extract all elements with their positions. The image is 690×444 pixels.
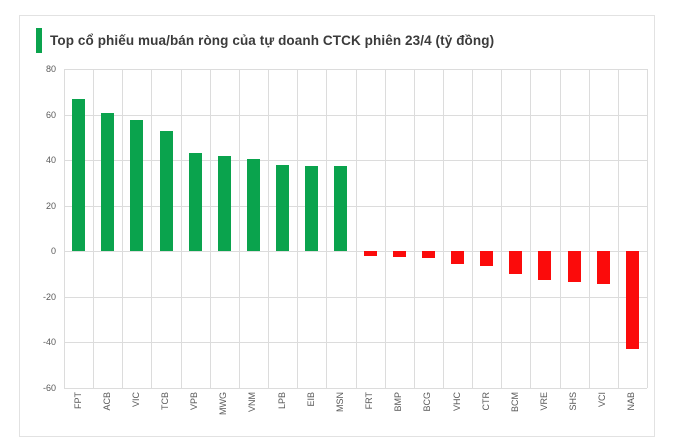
y-tick-label: -20 [42, 291, 56, 302]
gridline-vertical [238, 69, 240, 388]
x-tick-label: BCG [422, 392, 433, 412]
gridline-vertical [588, 69, 590, 388]
x-tick-label: VNM [247, 392, 258, 412]
x-tick-label: VHC [451, 392, 462, 412]
bar-TCB [159, 130, 173, 252]
x-tick-label: BMP [393, 392, 404, 412]
gridline-vertical [617, 69, 619, 388]
bar-VIC [130, 120, 144, 252]
x-tick-label: VPB [189, 392, 200, 411]
gridline-vertical [647, 69, 648, 388]
gridline-vertical [442, 69, 444, 388]
x-tick-label: VCI [597, 392, 608, 408]
bar-MSN [334, 165, 348, 252]
y-tick-label: 80 [45, 64, 56, 74]
chart-title: Top cổ phiếu mua/bán ròng của tự doanh C… [50, 33, 495, 48]
x-tick-label: FPT [72, 392, 83, 409]
x-tick-label: BCM [509, 392, 520, 412]
gridline-vertical [180, 69, 182, 388]
x-tick-label: MSN [334, 392, 345, 412]
x-tick-label: EIB [305, 392, 316, 407]
gridline-vertical [530, 69, 532, 388]
bar-BCG [421, 251, 435, 259]
bar-CTR [480, 251, 494, 267]
bar-VHC [451, 251, 465, 264]
gridline-vertical [297, 69, 299, 388]
gridline-horizontal [64, 388, 647, 389]
y-tick-label: 0 [50, 246, 56, 257]
title-accent-bar [36, 28, 42, 53]
bar-SHS [567, 251, 581, 283]
x-tick-label: VIC [130, 392, 141, 408]
bar-VRE [538, 251, 552, 280]
bar-VPB [188, 153, 202, 252]
x-tick-label: TCB [160, 392, 171, 410]
gridline-vertical [472, 69, 474, 388]
bar-FPT [72, 98, 86, 252]
gridline-vertical [268, 69, 270, 388]
gridline-vertical [122, 69, 124, 388]
bar-BCM [509, 251, 523, 275]
chart-card: Top cổ phiếu mua/bán ròng của tự doanh C… [19, 15, 655, 437]
bar-chart: 80 60 40 20 0 -20 -40 -60 FPT ACB VIC TCB VPB MWG VNM L… [20, 16, 656, 438]
y-tick-label: 40 [45, 155, 56, 166]
bar-NAB [625, 251, 639, 350]
gridline-vertical [384, 69, 386, 388]
gridline-vertical [559, 69, 561, 388]
y-tick-label: 20 [45, 200, 56, 211]
y-tick-label: -60 [42, 383, 56, 393]
bar-LPB [276, 164, 290, 252]
gridline-vertical [501, 69, 503, 388]
x-tick-label: VRE [538, 392, 549, 411]
x-tick-label: CTR [480, 392, 491, 411]
x-tick-label: ACB [101, 392, 112, 411]
x-tick-label: NAB [626, 392, 637, 411]
gridline-vertical [355, 69, 357, 388]
bar-BMP [392, 251, 406, 257]
gridline-vertical [64, 69, 65, 388]
gridline-vertical [326, 69, 328, 388]
bar-VNM [246, 159, 260, 252]
bar-MWG [217, 155, 231, 252]
gridline-vertical [209, 69, 211, 388]
gridline-vertical [93, 69, 95, 388]
bar-FRT [363, 251, 377, 256]
chart-header: Top cổ phiếu mua/bán ròng của tự doanh C… [36, 28, 494, 53]
y-tick-label: 60 [45, 109, 56, 120]
bar-VCI [596, 251, 610, 285]
y-tick-label: -40 [42, 337, 56, 348]
x-tick-label: MWG [218, 392, 229, 415]
gridline-vertical [151, 69, 153, 388]
gridline-vertical [413, 69, 415, 388]
x-tick-label: LPB [276, 392, 287, 410]
bar-ACB [101, 113, 115, 252]
x-tick-label: SHS [568, 392, 579, 411]
x-tick-label: FRT [364, 392, 375, 410]
bar-EIB [305, 165, 319, 252]
